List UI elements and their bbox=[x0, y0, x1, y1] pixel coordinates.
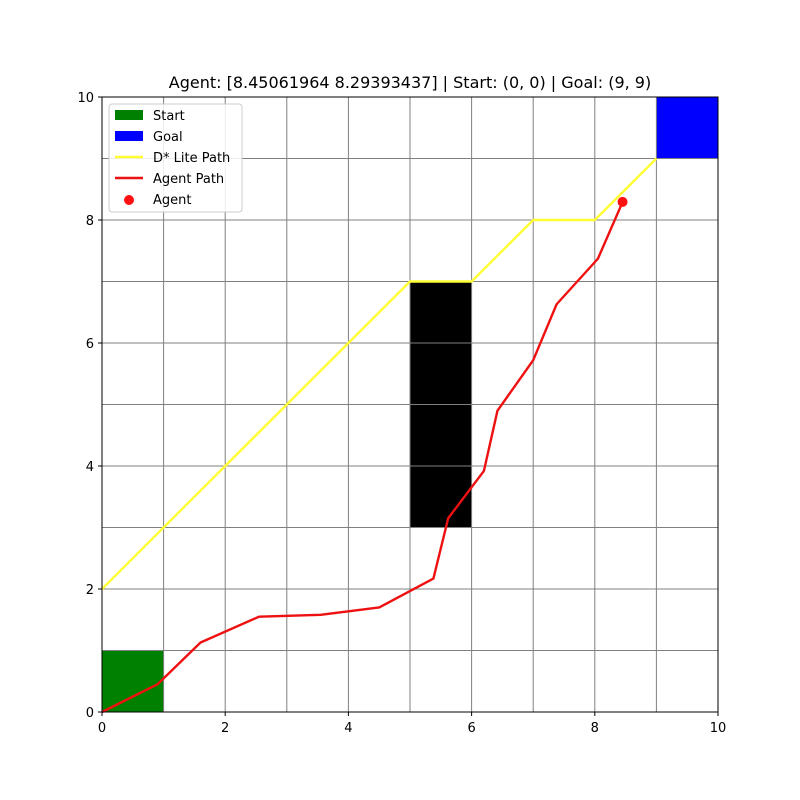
start-cell bbox=[102, 650, 164, 712]
y-axis: 0 2 4 6 8 10 bbox=[77, 91, 102, 721]
legend-label-agent-path: Agent Path bbox=[153, 172, 224, 187]
agent-marker bbox=[617, 196, 628, 207]
x-tick-label: 4 bbox=[344, 721, 352, 736]
y-tick-label: 4 bbox=[86, 460, 94, 475]
goal-cell bbox=[656, 97, 718, 159]
x-axis: 0 2 4 6 8 10 bbox=[98, 712, 726, 736]
legend-swatch-start bbox=[115, 110, 143, 120]
d-lite-path-line bbox=[101, 157, 658, 590]
legend-label-start: Start bbox=[153, 109, 185, 124]
legend-label-goal: Goal bbox=[153, 130, 183, 145]
x-tick-label: 8 bbox=[591, 721, 599, 736]
y-tick-label: 6 bbox=[86, 337, 94, 352]
legend-swatch-goal bbox=[115, 131, 143, 141]
y-tick-label: 2 bbox=[86, 583, 94, 598]
legend-swatch-agent bbox=[124, 195, 134, 205]
y-tick-label: 0 bbox=[86, 706, 94, 721]
x-tick-label: 0 bbox=[98, 721, 106, 736]
legend-label-d-lite-path: D* Lite Path bbox=[153, 151, 230, 166]
series-layer bbox=[101, 157, 658, 714]
plot-frame bbox=[101, 96, 719, 713]
x-tick-label: 10 bbox=[710, 721, 727, 736]
legend-label-agent: Agent bbox=[153, 193, 191, 208]
y-tick-label: 10 bbox=[77, 91, 94, 106]
legend: Start Goal D* Lite Path Agent Path Agent bbox=[108, 103, 243, 213]
x-tick-label: 2 bbox=[221, 721, 229, 736]
x-tick-label: 6 bbox=[467, 721, 475, 736]
plot-area bbox=[101, 96, 719, 714]
y-tick-label: 8 bbox=[86, 214, 94, 229]
agent-path-line bbox=[101, 201, 624, 714]
chart-title: Agent: [8.45061964 8.29393437] | Start: … bbox=[169, 73, 651, 92]
